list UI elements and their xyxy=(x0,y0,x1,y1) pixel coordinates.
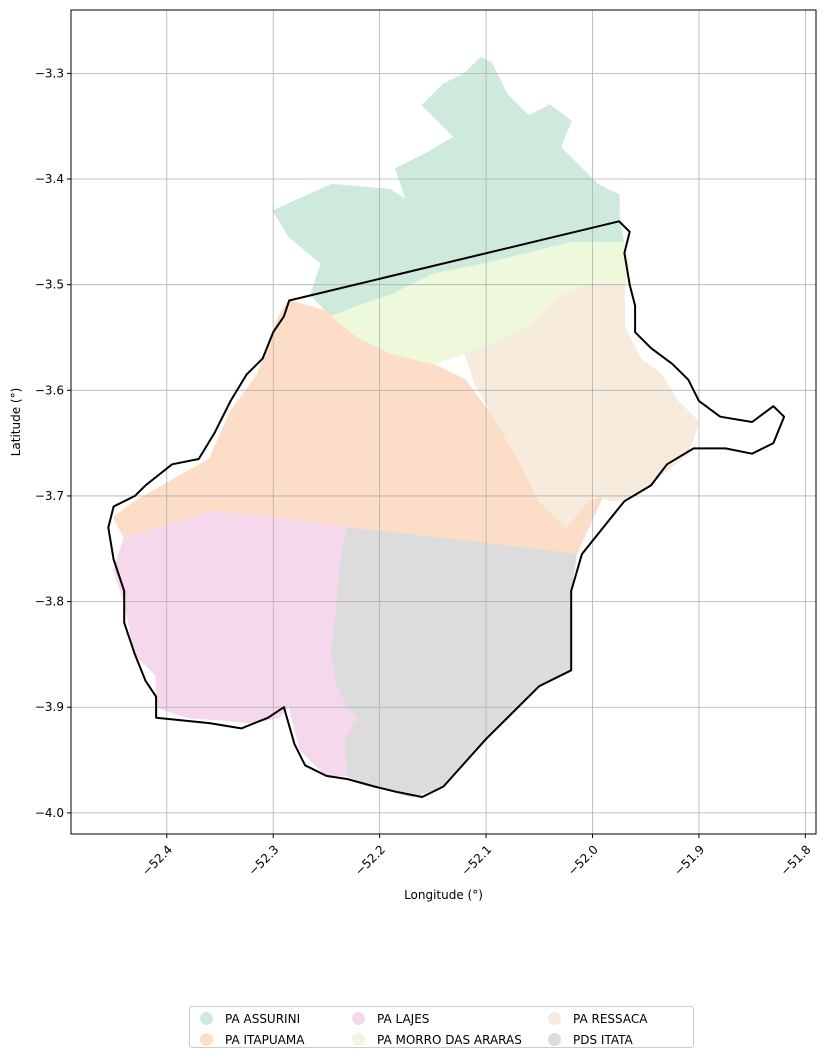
legend-item-pa-itapuama: PA ITAPUAMA xyxy=(200,1029,352,1050)
legend-item-pa-ressaca: PA RESSACA xyxy=(548,1008,688,1029)
region-layer xyxy=(112,56,700,798)
y-tick-label: −3.6 xyxy=(35,383,64,397)
legend-marker xyxy=(200,1033,213,1046)
x-tick-label: −51.8 xyxy=(778,842,814,878)
plot-frame xyxy=(70,9,817,835)
x-axis-label: Longitude (°) xyxy=(404,888,483,902)
y-tick-label: −3.7 xyxy=(35,489,64,503)
legend-label: PA RESSACA xyxy=(573,1011,648,1026)
boundary-layer xyxy=(107,220,786,798)
y-tick-label: −4.0 xyxy=(35,806,64,820)
x-axis-ticks: −52.4 −52.3 −52.2 −52.1 −52.0 −51.9 −51.8 xyxy=(139,834,814,878)
x-tick-label: −52.0 xyxy=(565,842,601,878)
gridlines xyxy=(71,10,816,834)
y-tick-label: −3.3 xyxy=(35,66,64,80)
y-axis-ticks: −3.3 −3.4 −3.5 −3.6 −3.7 −3.8 −3.9 −4.0 xyxy=(35,66,71,820)
legend-item-pa-morro-das-araras: PA MORRO DAS ARARAS xyxy=(352,1029,548,1050)
region-pa-ressaca xyxy=(464,284,700,529)
legend-label: PA LAJES xyxy=(377,1011,430,1026)
x-tick-label: −51.9 xyxy=(671,842,707,878)
y-tick-label: −3.8 xyxy=(35,595,64,609)
legend-marker xyxy=(352,1033,365,1046)
legend-item-pds-itata: PDS ITATA xyxy=(548,1029,688,1050)
y-tick-label: −3.9 xyxy=(35,700,64,714)
x-tick-label: −52.2 xyxy=(352,842,388,878)
x-tick-label: −52.3 xyxy=(246,842,282,878)
y-tick-label: −3.4 xyxy=(35,172,64,186)
legend-marker xyxy=(352,1012,365,1025)
legend-item-pa-assurini: PA ASSURINI xyxy=(200,1008,352,1029)
municipality-boundary xyxy=(107,220,786,798)
y-axis-label: Latitude (°) xyxy=(9,388,23,457)
legend-label: PA ASSURINI xyxy=(225,1011,301,1026)
x-tick-label: −52.1 xyxy=(459,842,495,878)
legend-marker xyxy=(548,1012,561,1025)
x-tick-label: −52.4 xyxy=(139,842,175,878)
legend: PA ASSURINI PA LAJES PA RESSACA PA ITAPU… xyxy=(189,1006,694,1048)
y-tick-label: −3.5 xyxy=(35,278,64,292)
legend-item-pa-lajes: PA LAJES xyxy=(352,1008,548,1029)
legend-label: PA ITAPUAMA xyxy=(225,1032,305,1047)
region-pds-itata xyxy=(331,527,578,798)
legend-marker xyxy=(548,1033,561,1046)
legend-marker xyxy=(200,1012,213,1025)
region-pa-lajes xyxy=(113,511,360,777)
legend-label: PDS ITATA xyxy=(573,1032,633,1047)
legend-label: PA MORRO DAS ARARAS xyxy=(377,1032,522,1047)
